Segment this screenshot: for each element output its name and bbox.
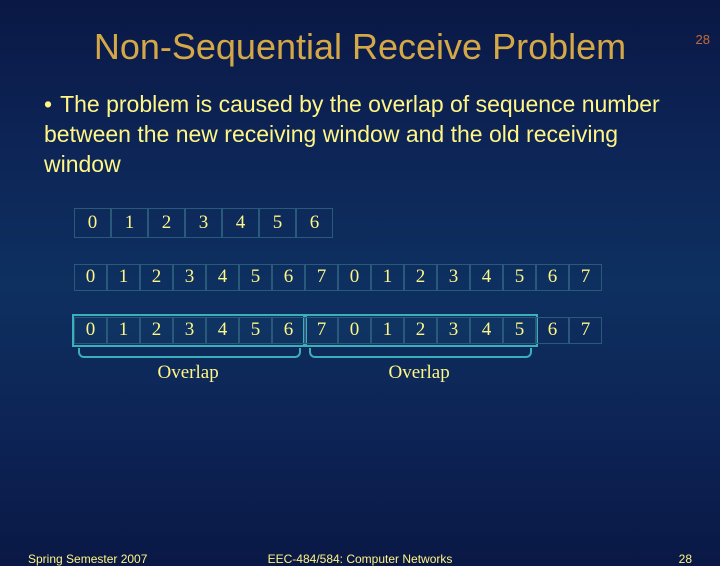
cell-row2-15: 7 [569,264,602,291]
cell-row3-15: 7 [569,317,602,344]
sequence-row-2: 0123456701234567 [74,264,720,291]
cell-row2-13: 5 [503,264,536,291]
cell-row1-5: 5 [259,208,296,238]
cell-row1-6: 6 [296,208,333,238]
overlap-label-1: Overlap [158,362,219,384]
cell-row1-0: 0 [74,208,111,238]
cell-row2-8: 0 [338,264,371,291]
overlap-label-2: Overlap [389,362,450,384]
cell-row3-11: 3 [437,317,470,344]
bullet-text-content: The problem is caused by the overlap of … [44,91,660,177]
cell-row3-8: 0 [338,317,371,344]
cell-row3-6: 6 [272,317,305,344]
cell-row3-0: 0 [74,317,107,344]
cell-row2-6: 6 [272,264,305,291]
cell-row2-11: 3 [437,264,470,291]
cell-row1-3: 3 [185,208,222,238]
cell-row3-3: 3 [173,317,206,344]
cell-row2-4: 4 [206,264,239,291]
page-number-top: 28 [696,32,710,47]
cell-row2-10: 2 [404,264,437,291]
cell-row2-0: 0 [74,264,107,291]
cell-row3-13: 5 [503,317,536,344]
cell-row2-2: 2 [140,264,173,291]
cell-row2-12: 4 [470,264,503,291]
cell-row3-1: 1 [107,317,140,344]
cell-row1-2: 2 [148,208,185,238]
sequence-row-3: 0123456701234567 [74,317,720,344]
cell-row3-12: 4 [470,317,503,344]
cell-row3-2: 2 [140,317,173,344]
cell-row2-9: 1 [371,264,404,291]
footer-center: EEC-484/584: Computer Networks [268,552,453,566]
slide-title: Non-Sequential Receive Problem [0,26,720,68]
cell-row2-5: 5 [239,264,272,291]
footer-left: Spring Semester 2007 [28,552,147,566]
cell-row3-7: 7 [305,317,338,344]
cell-row3-4: 4 [206,317,239,344]
cell-row3-9: 1 [371,317,404,344]
cell-row1-4: 4 [222,208,259,238]
footer-right: 28 [679,552,692,566]
cell-row1-1: 1 [111,208,148,238]
cell-row2-3: 3 [173,264,206,291]
cell-row3-5: 5 [239,317,272,344]
cell-row2-14: 6 [536,264,569,291]
cell-row3-10: 2 [404,317,437,344]
overlap-bracket-1 [78,348,301,358]
cell-row3-14: 6 [536,317,569,344]
sequence-rows: 0123456 0123456701234567 012345670123456… [74,208,720,344]
cell-row2-1: 1 [107,264,140,291]
bullet-paragraph: •The problem is caused by the overlap of… [44,90,676,180]
bullet-dot: • [44,91,52,117]
cell-row2-7: 7 [305,264,338,291]
overlap-bracket-2 [309,348,532,358]
sequence-row-1: 0123456 [74,208,720,238]
